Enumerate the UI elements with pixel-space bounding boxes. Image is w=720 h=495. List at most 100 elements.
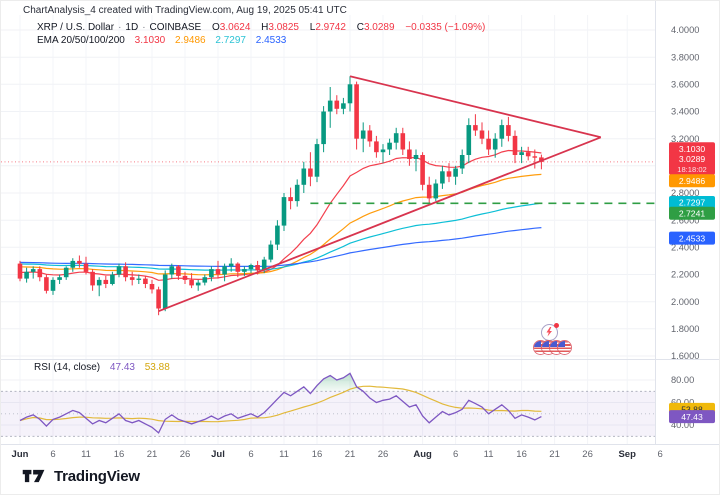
rsi-tick-label[interactable]: 60.00 (671, 398, 694, 408)
candle (301, 168, 307, 185)
flag-stickers[interactable] (534, 341, 572, 355)
candle (420, 155, 425, 185)
candle (374, 141, 379, 153)
candle (261, 259, 267, 271)
time-tick-label[interactable]: 26 (378, 449, 389, 460)
time-tick-label[interactable]: 21 (345, 449, 356, 460)
badge-value[interactable]: 3.1030 (679, 144, 706, 154)
candle (453, 168, 458, 177)
symbol-interval[interactable]: 1D (125, 22, 139, 33)
time-tick-label[interactable]: Aug (413, 449, 432, 460)
axis-labels[interactable]: 4.0000 3.8000 3.6000 3.4000 3.2000 2.8000 2.60… (12, 25, 700, 460)
open-label: O (212, 22, 220, 33)
time-tick-label[interactable]: 26 (582, 449, 593, 460)
symbol-name[interactable]: XRP / U.S. Dollar (37, 22, 115, 33)
time-tick-label[interactable]: 16 (312, 449, 323, 460)
lightning-sticker[interactable] (541, 323, 559, 341)
badge-value[interactable]: 2.7297 (679, 198, 706, 208)
rsi-tick-label[interactable]: 40.00 (671, 420, 694, 430)
price-tick-label[interactable]: 1.6000 (671, 351, 699, 361)
rsi-line (19, 372, 542, 434)
candle (123, 266, 128, 278)
time-tick-label[interactable]: 26 (180, 449, 191, 460)
price-tick-label[interactable]: 3.4000 (671, 107, 699, 117)
time-tick-label[interactable]: 6 (50, 449, 55, 460)
drawings[interactable] (1, 75, 655, 313)
candle (486, 138, 491, 150)
candle (116, 266, 122, 275)
time-tick-label[interactable]: 6 (248, 449, 253, 460)
rsi-overbought-fill (297, 373, 364, 392)
price-tick-label[interactable]: 2.2000 (671, 270, 699, 280)
candle (57, 277, 62, 280)
badge-countdown[interactable]: 18:18:02 (677, 165, 707, 174)
time-tick-label[interactable]: 11 (484, 449, 494, 460)
price-tick-label[interactable]: 3.2000 (671, 134, 699, 144)
time-tick-label[interactable]: 11 (279, 449, 289, 460)
price-tick-label[interactable]: 4.0000 (671, 25, 699, 35)
rsi-legend-label[interactable]: RSI (14, close) (34, 362, 101, 373)
candle (539, 157, 544, 162)
badge-bg (669, 410, 715, 424)
time-tick-label[interactable]: Jun (12, 449, 29, 460)
candle (308, 168, 313, 177)
close-label: C (356, 22, 364, 33)
candle (77, 260, 82, 264)
time-tick-label[interactable]: 6 (658, 449, 663, 460)
tradingview-logo[interactable]: TradingView (21, 467, 140, 485)
badge-value[interactable]: 2.9486 (679, 176, 706, 186)
price-tick-label[interactable]: 1.8000 (671, 324, 699, 334)
badge-value[interactable]: 47.43 (681, 412, 703, 422)
time-tick-label[interactable]: 11 (81, 449, 91, 460)
lower-triangle-line[interactable] (158, 136, 602, 313)
candle (519, 152, 524, 155)
time-tick-label[interactable]: Sep (618, 449, 636, 460)
badge-bg (669, 231, 715, 245)
rsi-legend[interactable]: RSI (14, close) 47.43 53.88 (34, 362, 170, 373)
us-flag-icon[interactable] (558, 341, 571, 354)
upper-triangle-line[interactable] (349, 75, 602, 139)
price-pane[interactable] (17, 76, 544, 316)
candle (446, 171, 452, 177)
ema-legend[interactable]: EMA 20/50/100/200 3.1030 2.9486 2.7297 2… (37, 35, 286, 46)
price-tick-label[interactable]: 2.0000 (671, 297, 699, 307)
badge-value[interactable]: 53.88 (681, 405, 703, 415)
candle (222, 266, 227, 275)
candle (30, 269, 36, 272)
chart-title: ChartAnalysis_4 created with TradingView… (23, 5, 347, 16)
badge-value[interactable]: 3.0289 (679, 154, 706, 164)
price-tick-label[interactable]: 2.4000 (671, 243, 699, 253)
price-tick-label[interactable]: 3.8000 (671, 52, 699, 62)
candle (440, 171, 445, 184)
candle (242, 269, 247, 272)
candle (294, 184, 300, 202)
time-tick-label[interactable]: Jul (211, 449, 225, 460)
time-tick-label[interactable]: 16 (516, 449, 527, 460)
badge-bg (669, 174, 715, 188)
candle (169, 266, 175, 275)
price-tick-label[interactable]: 2.6000 (671, 215, 699, 225)
rsi-tick-label[interactable]: 80.00 (671, 375, 694, 385)
badge-value[interactable]: 2.7241 (679, 209, 706, 219)
symbol-exchange[interactable]: COINBASE (149, 22, 202, 33)
time-tick-label[interactable]: 21 (147, 449, 158, 460)
candle (466, 125, 472, 155)
price-tick-label[interactable]: 3.6000 (671, 80, 699, 90)
time-tick-label[interactable]: 6 (453, 449, 458, 460)
badge-value[interactable]: 2.4533 (679, 233, 706, 243)
rsi-value: 47.43 (109, 362, 135, 373)
symbol-info-bar[interactable]: XRP / U.S. Dollar · 1D · COINBASE O3.0624 H3… (37, 22, 485, 33)
time-tick-label[interactable]: 16 (114, 449, 125, 460)
rsi-pane[interactable] (19, 372, 542, 434)
candles-group[interactable] (17, 76, 544, 316)
candle (288, 197, 293, 202)
candle (103, 279, 109, 284)
badge-bg (669, 206, 715, 220)
candle (341, 103, 346, 109)
candle (275, 225, 280, 245)
time-tick-label[interactable]: 21 (549, 449, 560, 460)
ema-legend-label[interactable]: EMA 20/50/100/200 (37, 35, 125, 46)
candle (189, 279, 194, 286)
price-tick-label[interactable]: 2.8000 (671, 188, 699, 198)
